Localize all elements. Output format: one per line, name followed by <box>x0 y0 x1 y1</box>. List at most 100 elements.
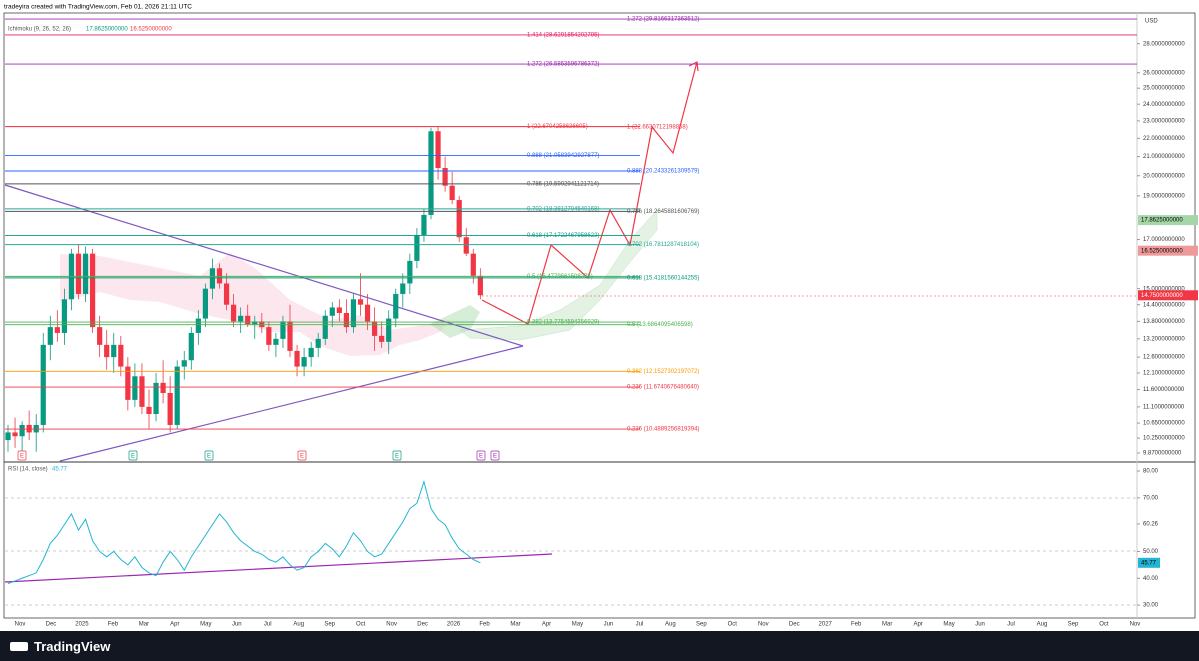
y-tick-label: 20.0000000000 <box>1143 173 1185 179</box>
candle-body <box>414 234 420 261</box>
y-tick-label: 11.6000000000 <box>1143 387 1185 393</box>
candle-body <box>19 424 25 437</box>
candle-body <box>75 253 82 294</box>
x-tick-label: Oct <box>1099 622 1109 628</box>
candle-body <box>245 315 251 325</box>
candle-body <box>216 268 223 284</box>
fib-label: 0.382 (13.7754594356929) <box>527 320 599 326</box>
candle-body <box>322 315 328 339</box>
event-marker-label: E <box>300 454 304 460</box>
header-title: tradeyira created with TradingView.com, … <box>4 4 192 11</box>
candle-body <box>463 237 469 254</box>
candle-body <box>456 200 462 238</box>
event-marker-label: E <box>131 454 135 460</box>
fib-label: 0.786 (18.2645881606769) <box>627 209 699 215</box>
fib-label: 0.888 (20.2433261309579) <box>627 169 699 175</box>
x-tick-label: 2026 <box>447 622 461 628</box>
candle-body <box>280 321 286 339</box>
candle-body <box>329 307 335 316</box>
fib-label: 0.702 (16.7811287418104) <box>627 242 699 248</box>
fib-label: 1 (22.6630712198858) <box>627 124 688 130</box>
rsi-trendline <box>4 553 553 583</box>
x-tick-label: Apr <box>170 622 179 628</box>
x-tick-label: Sep <box>1068 622 1079 628</box>
y-tick-label: 17.0000000000 <box>1143 237 1185 243</box>
x-tick-label: Aug <box>293 622 304 628</box>
candle-body <box>195 318 201 333</box>
candle-body <box>231 304 237 322</box>
y-tick-label: 22.0000000000 <box>1143 136 1185 142</box>
x-tick-label: Oct <box>356 622 366 628</box>
trendline <box>59 345 524 462</box>
fib-label: 0.618 (17.1722467958622) <box>527 233 599 239</box>
x-tick-label: May <box>943 622 954 628</box>
x-tick-label: Feb <box>108 622 119 628</box>
candle-body <box>386 318 392 342</box>
candle-body <box>238 315 244 322</box>
y-tick-label: 10.2500000000 <box>1143 436 1185 442</box>
candle-body <box>132 376 138 400</box>
y-tick-label: 13.8000000000 <box>1143 319 1185 325</box>
event-marker-label: E <box>20 454 24 460</box>
x-tick-label: Jul <box>636 622 644 628</box>
candle-body <box>400 283 406 294</box>
event-marker <box>392 450 402 461</box>
rsi-tag-label: 45.77 <box>1141 560 1157 566</box>
candle-body <box>153 382 159 415</box>
candle-body <box>181 360 187 367</box>
candle-body <box>372 321 378 336</box>
x-tick-label: Feb <box>851 622 862 628</box>
x-tick-label: Mar <box>139 622 149 628</box>
price-tag-label: 17.8625000000 <box>1141 218 1183 224</box>
candle-body <box>223 283 230 305</box>
candle-body <box>139 376 145 407</box>
x-tick-label: Apr <box>913 622 922 628</box>
candle-body <box>202 288 208 319</box>
fib-label: 0.888 (21.0583942927877) <box>527 153 599 159</box>
candle-body <box>470 253 476 276</box>
y-tick-label: 12.6000000000 <box>1143 355 1185 361</box>
x-tick-label: Sep <box>696 622 707 628</box>
x-tick-label: Jun <box>604 622 614 628</box>
candle-body <box>54 327 60 333</box>
candle-body <box>287 321 293 351</box>
candle-body <box>428 131 434 215</box>
legend: Ichimoku (9, 26, 52, 26) <box>8 27 71 33</box>
fib-label: 0.702 (18.3812704540168) <box>527 206 599 212</box>
x-tick-label: Aug <box>665 622 676 628</box>
x-tick-label: Nov <box>758 622 769 628</box>
fib-label: 0.236 (11.6740676480640) <box>627 385 699 391</box>
ichimoku-cloud <box>60 253 450 356</box>
fib-label: 1 (22.6704258636605) <box>527 124 588 130</box>
y-tick-label: 13.2000000000 <box>1143 336 1185 342</box>
candle-body <box>266 327 272 345</box>
legend-value: 17.8625000000 <box>86 27 128 33</box>
candle-body <box>209 268 216 289</box>
y-tick-label: 9.8700000000 <box>1143 451 1182 457</box>
rsi-tag <box>1138 557 1160 568</box>
x-tick-label: Mar <box>882 622 892 628</box>
candle-body <box>379 335 385 342</box>
price-tag <box>1138 290 1198 301</box>
y-tick-label: 19.0000000000 <box>1143 193 1185 199</box>
candle-body <box>357 299 364 305</box>
candle-body <box>5 432 11 441</box>
rsi-title: RSI (14, close) <box>8 467 48 473</box>
candle-body <box>252 321 258 325</box>
y-tick-label: 10.6500000000 <box>1143 421 1185 427</box>
x-tick-label: Feb <box>479 622 490 628</box>
logo <box>10 641 28 651</box>
fib-label: 0.382 (12.1527302197072) <box>627 369 699 375</box>
candle-body <box>477 275 483 296</box>
candle-body <box>449 185 455 201</box>
x-tick-label: May <box>572 622 583 628</box>
event-marker-label: E <box>207 454 211 460</box>
candle-body <box>146 406 152 415</box>
price-tag-label: 14.7500000000 <box>1141 293 1183 299</box>
x-tick-label: Nov <box>1130 622 1141 628</box>
candle-body <box>336 307 342 313</box>
projection-cloud <box>459 209 658 341</box>
y-tick-label: 26.0000000000 <box>1143 70 1185 76</box>
candle-body <box>393 293 399 319</box>
fib-label: 0.618 (15.4181560144255) <box>627 275 699 281</box>
